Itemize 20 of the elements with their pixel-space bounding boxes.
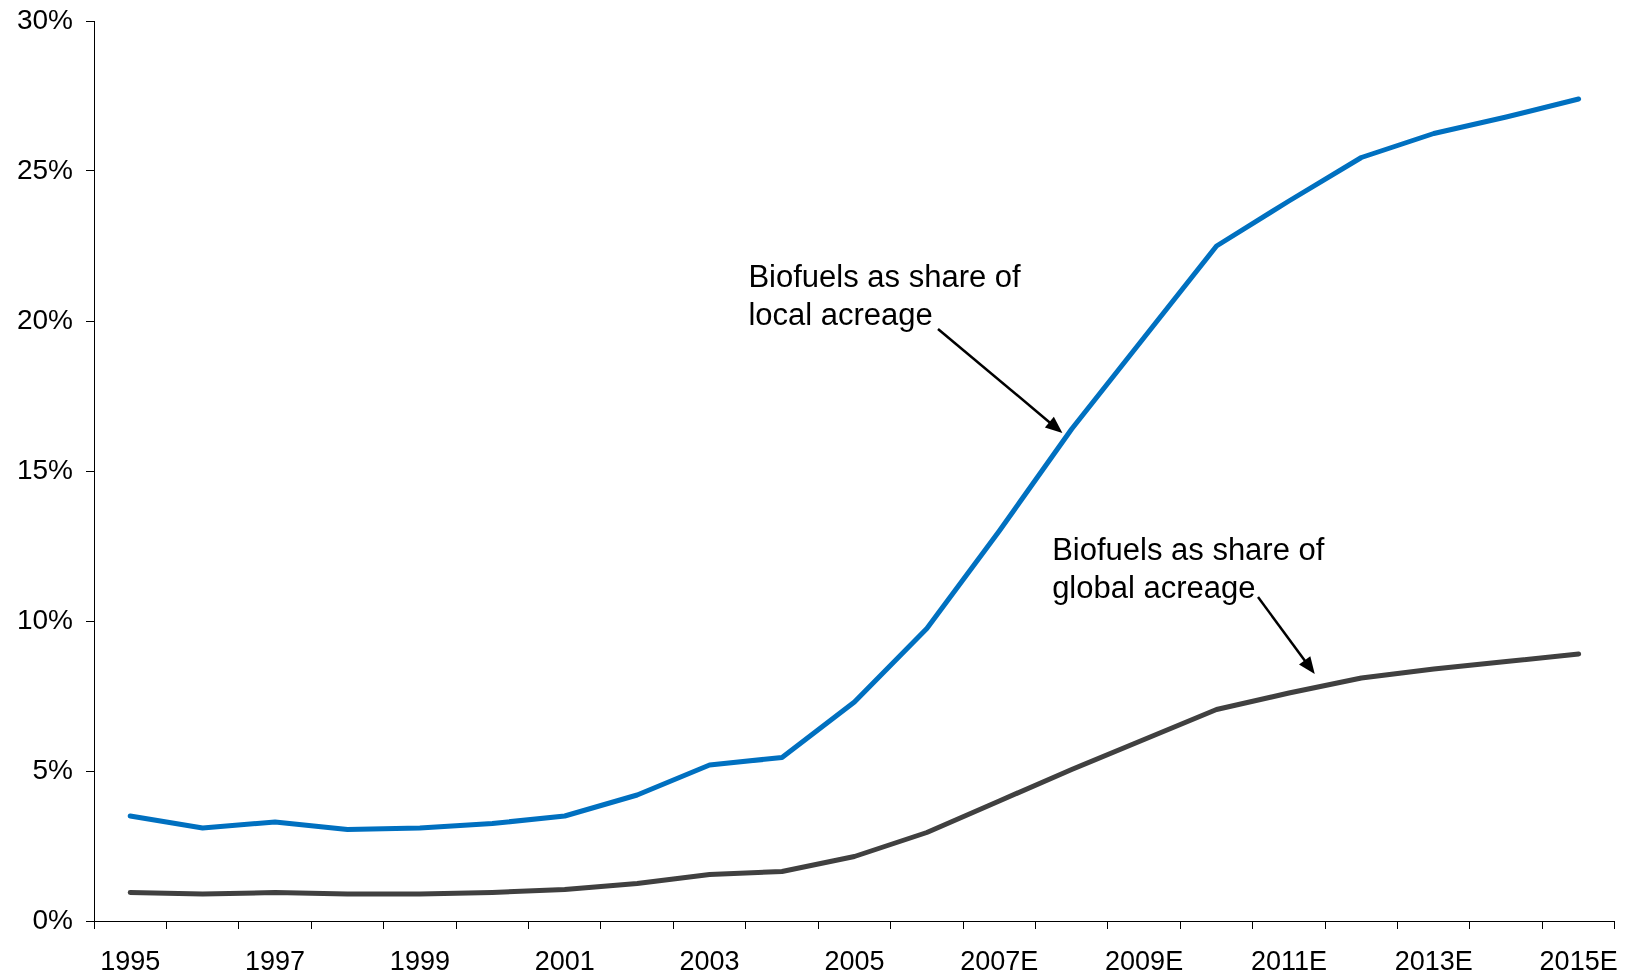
y-tick-label: 15% [16,453,73,485]
y-tick-label: 30% [16,3,73,35]
y-tick-label: 0% [32,903,73,935]
x-tick-label: 2013E [1394,945,1473,976]
annotation: Biofuels as share of local acreage [748,257,1022,334]
x-tick-label: 2003 [679,945,740,976]
x-tick-label: 1997 [245,945,306,976]
y-tick-label: 5% [32,753,73,785]
y-tick-label: 20% [16,303,73,335]
x-tick-label: 1999 [389,945,450,976]
x-tick-label: 2007E [960,945,1039,976]
annotation: Biofuels as share of global acreage [1052,531,1326,607]
y-tick-label: 10% [16,603,73,635]
x-tick-label: 2009E [1105,945,1184,976]
x-tick-label: 2011E [1250,945,1327,976]
x-tick-label: 2015E [1539,945,1618,976]
x-tick-label: 2005 [824,945,885,976]
x-tick-label: 1995 [100,945,161,976]
y-tick-label: 25% [16,153,73,185]
x-tick-label: 2001 [534,945,595,976]
